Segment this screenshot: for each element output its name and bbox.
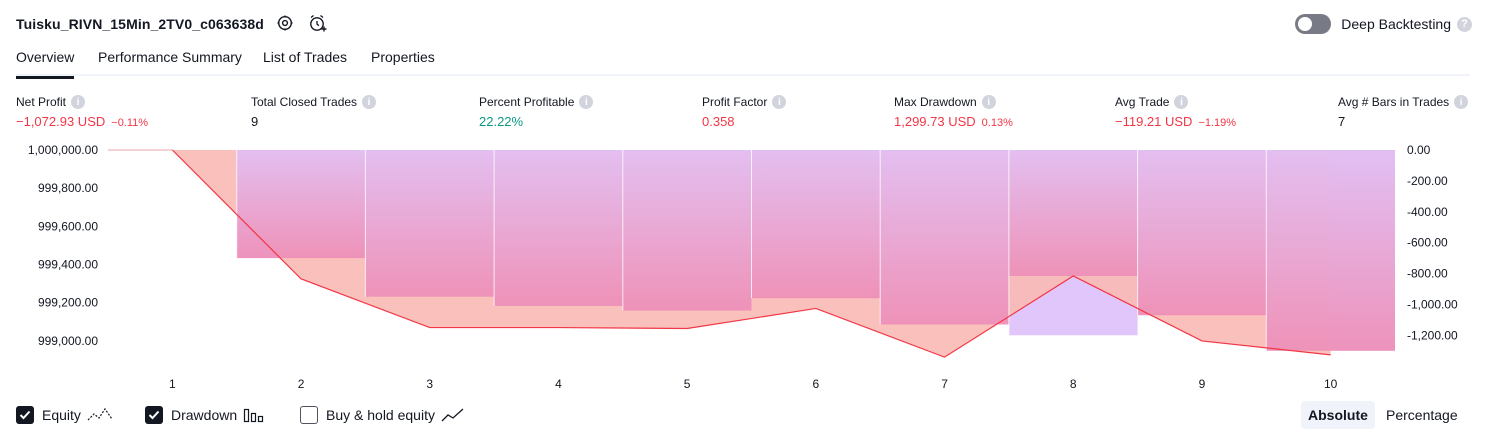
metric-value: 22.22% (479, 114, 524, 129)
alarm-clock-plus-icon[interactable] (308, 13, 328, 33)
percentage-button[interactable]: Percentage (1386, 407, 1458, 423)
info-icon[interactable]: i (1454, 95, 1469, 109)
tab-performance-summary[interactable]: Performance Summary (98, 49, 242, 65)
buy-hold-line-icon (441, 407, 465, 423)
x-tick-label: 6 (813, 377, 820, 391)
buy-hold-checkbox[interactable] (300, 406, 318, 424)
drawdown-gradient-bar (751, 150, 881, 299)
info-icon[interactable]: i (579, 95, 594, 109)
deep-backtesting: Deep Backtesting ? (1295, 13, 1472, 35)
metric-label: Percent Profitable (479, 95, 575, 109)
equity-line-icon (87, 407, 113, 423)
drawdown-checkbox[interactable] (145, 406, 163, 424)
y-left-tick-label: 999,600.00 (38, 219, 98, 233)
x-tick-label: 5 (684, 377, 691, 391)
y-right-tick-label: -600.00 (1407, 236, 1448, 250)
tab-overview[interactable]: Overview (16, 49, 75, 79)
metric-value: 0.358 (702, 114, 735, 129)
legend-equity[interactable]: Equity (16, 404, 113, 426)
metric-label: Avg Trade (1115, 95, 1170, 109)
y-left-tick-label: 999,400.00 (38, 258, 98, 272)
drawdown-bars-icon (243, 407, 265, 423)
legend-buy-hold[interactable]: Buy & hold equity (300, 404, 465, 426)
x-tick-label: 2 (298, 377, 305, 391)
metric-percent: 0.13% (981, 117, 1013, 129)
drawdown-gradient-bar (365, 150, 495, 297)
metric-label: Avg # Bars in Trades (1338, 95, 1450, 109)
info-icon[interactable]: i (981, 95, 996, 109)
metric-percent: −1.19% (1198, 117, 1237, 129)
y-right-tick-label: -400.00 (1407, 205, 1448, 219)
drawdown-gradient-bar (1137, 150, 1267, 316)
info-icon[interactable]: i (362, 95, 377, 109)
deep-backtesting-toggle[interactable] (1295, 14, 1332, 34)
metric-value: −1,072.93 USD (16, 114, 106, 129)
y-left-tick-label: 1,000,000.00 (28, 143, 98, 157)
metric-value: 1,299.73 USD (894, 114, 976, 129)
y-right-tick-label: 0.00 (1407, 143, 1431, 157)
toggle-knob (1298, 17, 1313, 31)
drawdown-gradient-bar (1266, 150, 1395, 351)
x-tick-label: 8 (1070, 377, 1077, 391)
y-left-tick-label: 999,000.00 (38, 334, 98, 348)
info-icon[interactable]: i (1174, 95, 1189, 109)
metric-avg-bars: Avg # Bars in Trades i 7 (1338, 94, 1469, 129)
equity-drawdown-chart[interactable]: 1,000,000.00 999,800.00 999,600.00 999,400.… (0, 140, 1486, 395)
legend-drawdown-label: Drawdown (171, 407, 238, 423)
metric-label: Profit Factor (702, 95, 768, 109)
tab-properties[interactable]: Properties (371, 49, 435, 65)
x-tick-label: 3 (426, 377, 433, 391)
metric-total-closed-trades: Total Closed Trades i 9 (251, 94, 377, 129)
tab-list-of-trades[interactable]: List of Trades (263, 49, 348, 65)
metric-percent: −0.11% (111, 117, 149, 129)
equity-checkbox[interactable] (16, 406, 34, 424)
x-tick-label: 9 (1199, 377, 1206, 391)
x-tick-label: 4 (555, 377, 562, 391)
equity-line (171, 149, 1331, 358)
chart-legend: Equity Drawdown Buy & hold equity Absolu… (0, 400, 1486, 430)
report-header: Tuisku_RIVN_15Min_2TV0_c063638d Deep Bac… (0, 0, 1486, 44)
question-icon[interactable]: ? (1457, 16, 1472, 32)
drawdown-gradient-bar (1008, 150, 1138, 276)
metric-label: Total Closed Trades (251, 95, 358, 109)
metric-percent-profitable: Percent Profitable i 22.22% (479, 94, 594, 129)
metric-label: Max Drawdown (894, 95, 977, 109)
metric-avg-trade: Avg Trade i −119.21 USD −1.19% (1115, 94, 1236, 129)
y-right-tick-label: -1,200.00 (1407, 328, 1458, 342)
x-tick-label: 10 (1324, 377, 1338, 391)
legend-equity-label: Equity (42, 407, 81, 423)
drawdown-gradient-bar (236, 150, 366, 259)
y-left-tick-label: 999,800.00 (38, 181, 98, 195)
absolute-button[interactable]: Absolute (1301, 401, 1375, 429)
drawdown-gradient-bar (880, 150, 1009, 325)
y-left-tick-label: 999,200.00 (38, 296, 98, 310)
metric-value: −119.21 USD (1115, 114, 1193, 129)
metric-value: 9 (251, 114, 259, 129)
info-icon[interactable]: i (772, 95, 787, 109)
y-right-tick-label: -200.00 (1407, 174, 1448, 188)
drawdown-gradient-bar (494, 150, 623, 306)
metric-max-drawdown: Max Drawdown i 1,299.73 USD 0.13% (894, 94, 1013, 129)
metric-net-profit: Net Profit i −1,072.93 USD −0.11% (16, 94, 148, 129)
x-tick-label: 1 (169, 377, 176, 391)
metric-value: 7 (1338, 114, 1346, 129)
report-tabs: Overview Performance Summary List of Tra… (16, 44, 1470, 79)
y-right-tick-label: -1,000.00 (1407, 297, 1458, 311)
x-tick-label: 7 (941, 377, 948, 391)
drawdown-gradient-bar (622, 150, 752, 311)
gear-icon[interactable] (275, 13, 295, 33)
info-icon[interactable]: i (71, 95, 86, 109)
metric-profit-factor: Profit Factor i 0.358 (702, 94, 787, 129)
deep-backtesting-label: Deep Backtesting (1341, 16, 1451, 32)
legend-drawdown[interactable]: Drawdown (145, 404, 265, 426)
strategy-name: Tuisku_RIVN_15Min_2TV0_c063638d (16, 16, 264, 32)
metric-label: Net Profit (16, 95, 67, 109)
y-right-tick-label: -800.00 (1407, 267, 1448, 281)
legend-buy-hold-label: Buy & hold equity (326, 407, 435, 423)
